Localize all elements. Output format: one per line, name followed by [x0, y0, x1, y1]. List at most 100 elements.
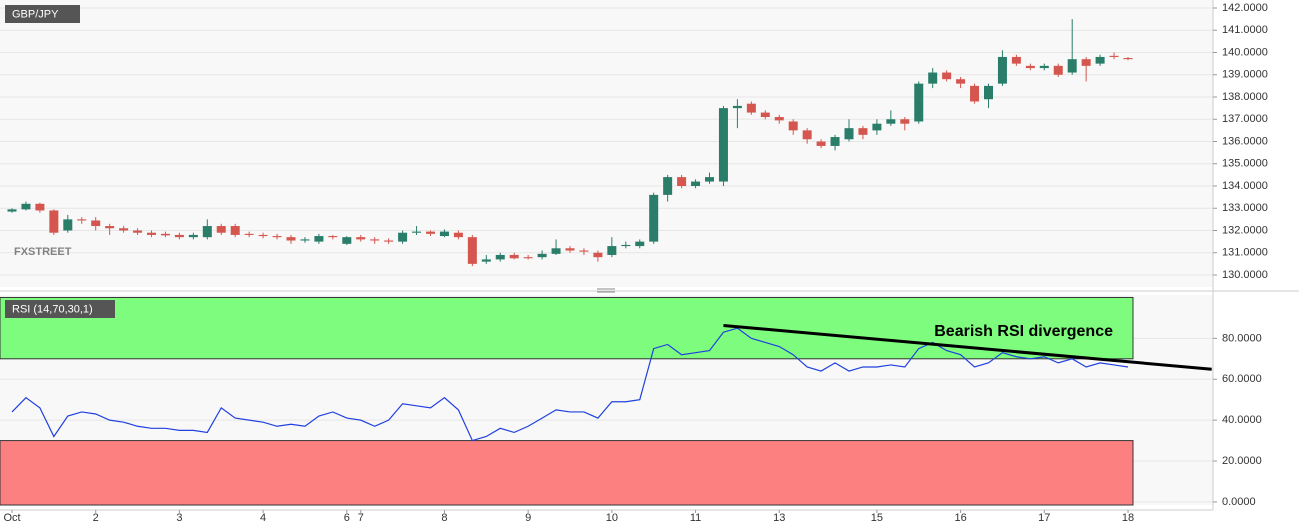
x-tick-label: 15	[871, 512, 883, 524]
candle-body	[1025, 65, 1035, 69]
candle-body	[663, 177, 673, 195]
x-tick-label: 16	[954, 512, 966, 524]
legend-box	[5, 300, 115, 318]
candle-body	[565, 248, 575, 251]
candle-body	[49, 210, 59, 233]
y-tick-label: 141.0000	[1222, 24, 1268, 36]
x-tick-label: 13	[773, 512, 785, 524]
rsi-line	[11, 327, 1129, 442]
candle-body	[621, 244, 631, 247]
candle-body	[607, 246, 617, 255]
candle-body	[230, 226, 240, 235]
candle-body	[426, 231, 435, 234]
y-tick-label: 138.0000	[1222, 91, 1268, 103]
candle-body	[956, 79, 966, 84]
y-tick-label: 0.0000	[1222, 496, 1256, 508]
candle-body	[160, 233, 170, 236]
candle-body	[314, 236, 324, 242]
y-tick-label: 133.0000	[1222, 202, 1268, 214]
legend-title: RSI (14,70,30,1)	[12, 303, 93, 315]
candle-body	[1011, 56, 1021, 64]
x-tick-label: 7	[358, 512, 364, 524]
candle-body	[774, 117, 784, 121]
candle-body	[188, 234, 198, 238]
y-tick-label: 142.0000	[1222, 2, 1268, 14]
candle-body	[21, 203, 31, 210]
candle-body	[356, 237, 366, 240]
candle-body	[384, 240, 394, 242]
candle-body	[1067, 59, 1077, 73]
y-tick-label: 40.0000	[1222, 414, 1262, 426]
y-tick-label: 136.0000	[1222, 135, 1268, 147]
x-tick-label: 8	[441, 512, 447, 524]
candle-body	[1081, 59, 1091, 66]
candle-body	[412, 231, 422, 233]
candle-body	[844, 128, 854, 140]
candle-body	[1039, 65, 1049, 69]
candle-body	[272, 236, 282, 238]
candle-body	[816, 141, 826, 146]
candle-body	[174, 234, 184, 238]
candle-body	[147, 232, 156, 235]
y-tick-label: 60.0000	[1222, 373, 1262, 385]
candle-body	[942, 72, 952, 80]
candle-body	[328, 236, 338, 238]
candle-body	[886, 119, 896, 124]
candle-body	[202, 226, 212, 238]
y-tick-label: 20.0000	[1222, 455, 1262, 467]
candle-body	[300, 239, 310, 241]
candle-body	[244, 233, 254, 235]
candle-body	[342, 237, 352, 244]
y-tick-label: 137.0000	[1222, 113, 1268, 125]
x-tick-label: 18	[1122, 512, 1134, 524]
candle-body	[453, 232, 463, 238]
x-tick-label: Oct	[3, 512, 20, 524]
x-tick-label: 3	[176, 512, 182, 524]
candle-body	[467, 237, 477, 264]
x-tick-label: 11	[690, 512, 701, 524]
x-tick-label: 10	[606, 512, 618, 524]
y-tick-label: 131.0000	[1222, 247, 1268, 259]
candle-body	[732, 105, 742, 109]
candle-body	[509, 254, 519, 259]
candle-body	[718, 108, 728, 182]
candle-body	[872, 123, 882, 131]
candle-body	[858, 128, 868, 135]
candle-body	[1095, 56, 1105, 64]
y-tick-label: 139.0000	[1222, 69, 1268, 81]
annotation: Bearish RSI divergence	[934, 323, 1113, 340]
candle-body	[579, 250, 589, 252]
candle-body	[928, 72, 938, 84]
y-tick-label: 134.0000	[1222, 180, 1268, 192]
candle-body	[914, 83, 924, 122]
candle-body	[1109, 55, 1119, 57]
y-tick-label: 140.0000	[1222, 46, 1268, 58]
candle-body	[7, 209, 17, 212]
price-panel-bg	[0, 0, 1213, 287]
candle-body	[119, 228, 129, 231]
y-tick-label: 135.0000	[1222, 158, 1268, 170]
candle-body	[537, 253, 547, 258]
candle-body	[63, 219, 73, 231]
candle-body	[398, 232, 408, 242]
candle-body	[677, 177, 687, 186]
candle-body	[133, 230, 143, 233]
legend-box	[5, 5, 80, 23]
candle-body	[984, 85, 993, 100]
candle-body	[439, 231, 449, 237]
candle-body	[802, 130, 812, 140]
candle-body	[523, 257, 533, 259]
candle-body	[746, 103, 756, 113]
candle-body	[258, 234, 268, 237]
candle-body	[1123, 58, 1133, 60]
candle-body	[105, 226, 115, 229]
x-tick-label: 2	[93, 512, 99, 524]
candle-body	[551, 248, 561, 254]
y-tick-label: 130.0000	[1222, 269, 1268, 281]
candle-body	[593, 252, 603, 258]
candle-body	[970, 85, 980, 102]
candle-body	[830, 137, 840, 146]
candle-body	[788, 121, 798, 131]
x-tick-label: 4	[260, 512, 266, 524]
candle-body	[216, 226, 226, 233]
